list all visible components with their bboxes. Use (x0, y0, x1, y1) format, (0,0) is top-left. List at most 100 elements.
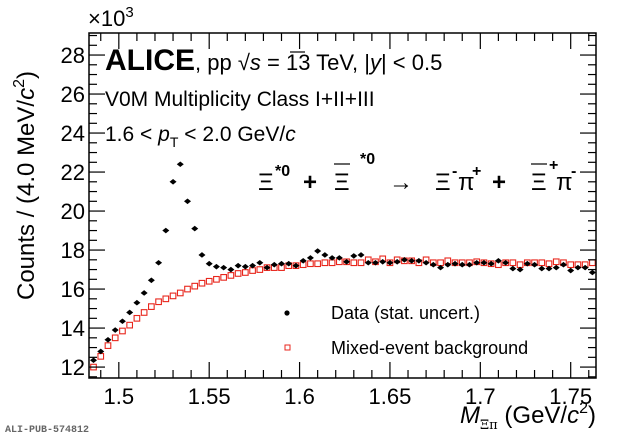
background-point (148, 303, 155, 310)
tick-labels: 1.5 1.55 1.6 1.65 1.7 1.75 12 14 16 18 20 22 24 26 28 (61, 43, 593, 409)
data-point (523, 260, 531, 267)
y-tick-label: 14 (61, 316, 85, 341)
data-point (444, 261, 452, 268)
background-point (191, 282, 199, 290)
data-point (184, 198, 192, 205)
data-point (415, 257, 423, 264)
background-point (126, 321, 134, 329)
axis-ticks (89, 33, 596, 378)
svg-text:Ξ: Ξ (435, 169, 451, 196)
data-point (393, 258, 401, 265)
y-tick-label: 28 (61, 43, 85, 68)
data-point (176, 161, 184, 168)
svg-text:Ξ: Ξ (531, 169, 547, 196)
data-point (162, 227, 170, 234)
data-point (422, 259, 430, 266)
background-point (350, 259, 358, 267)
data-point (227, 266, 235, 273)
svg-text:π: π (458, 169, 475, 196)
publication-id: ALI-PUB-574812 (5, 425, 90, 436)
data-point (408, 257, 416, 264)
svg-text:+: + (472, 163, 481, 180)
background-point (437, 259, 444, 267)
data-point (263, 264, 271, 271)
legend-label-background: Mixed-event background (331, 338, 528, 358)
data-point (299, 257, 307, 264)
data-point (567, 267, 575, 274)
data-point (574, 264, 582, 271)
svg-text:-: - (452, 163, 457, 180)
legend: Data (stat. uncert.) Mixed-event backgro… (284, 303, 528, 358)
legend-marker-background (284, 344, 291, 351)
data-point (126, 309, 134, 316)
data-point (487, 260, 495, 267)
y-tick-label: 24 (61, 121, 85, 146)
data-point (335, 255, 343, 261)
x-tick-label: 1.65 (369, 384, 412, 409)
data-point (502, 259, 510, 266)
legend-label-data: Data (stat. uncert.) (331, 303, 480, 323)
data-point (155, 259, 163, 266)
background-point (140, 309, 148, 316)
data-point (364, 259, 372, 266)
data-point (545, 265, 553, 272)
background-point (552, 258, 560, 266)
svg-text:*0: *0 (275, 163, 290, 180)
data-point (169, 179, 177, 185)
svg-text:+: + (303, 169, 317, 196)
background-point (169, 292, 177, 300)
background-point (321, 259, 329, 267)
background-point (256, 266, 264, 273)
background-point (205, 277, 213, 285)
data-point (509, 265, 517, 272)
y-tick-label: 16 (61, 277, 85, 302)
background-point (184, 285, 191, 293)
data-point (212, 263, 220, 270)
background-point (545, 260, 553, 268)
x-tick-label: 1.6 (284, 384, 315, 409)
reaction-label: Ξ *0 + Ξ *0 → Ξ - π + + Ξ + π - (258, 151, 576, 196)
background-point (234, 270, 242, 277)
data-point (321, 252, 329, 258)
x-tick-label: 1.7 (465, 384, 496, 409)
data-point (429, 261, 437, 268)
background-point (567, 261, 575, 269)
data-point (314, 248, 322, 254)
data-point (90, 357, 98, 364)
background-point (155, 298, 162, 306)
data-point (249, 262, 257, 269)
data-point (140, 290, 148, 296)
data-point (343, 258, 351, 265)
data-point (270, 261, 278, 268)
svg-text:Ξ: Ξ (258, 169, 274, 196)
svg-text:+: + (492, 169, 506, 196)
y-tick-label: 26 (61, 82, 85, 107)
svg-text:→: → (389, 169, 413, 196)
y-tick-label: 22 (61, 160, 85, 185)
x-tick-label: 1.75 (549, 384, 592, 409)
data-point (473, 259, 481, 266)
background-point (176, 289, 184, 297)
data-point (256, 259, 264, 266)
background-point (249, 267, 256, 274)
svg-text:π: π (556, 169, 573, 196)
data-point (559, 261, 567, 268)
data-point (328, 255, 336, 261)
data-point (437, 264, 445, 271)
data-point (111, 327, 119, 333)
data-point (292, 262, 300, 269)
data-point (465, 261, 473, 268)
svg-text:*0: *0 (360, 151, 375, 168)
background-point (509, 259, 517, 267)
background-point (133, 314, 141, 322)
multiplicity-label: V0M Multiplicity Class I+II+III (105, 88, 375, 111)
background-point (589, 259, 596, 267)
svg-text:+: + (549, 157, 558, 174)
data-point (531, 261, 539, 268)
x-axis-title: MΞπ (GeV/c2) (460, 400, 596, 433)
background-point (119, 327, 126, 335)
legend-marker-data (284, 310, 290, 316)
background-point (227, 272, 235, 279)
svg-text:-: - (571, 163, 576, 180)
